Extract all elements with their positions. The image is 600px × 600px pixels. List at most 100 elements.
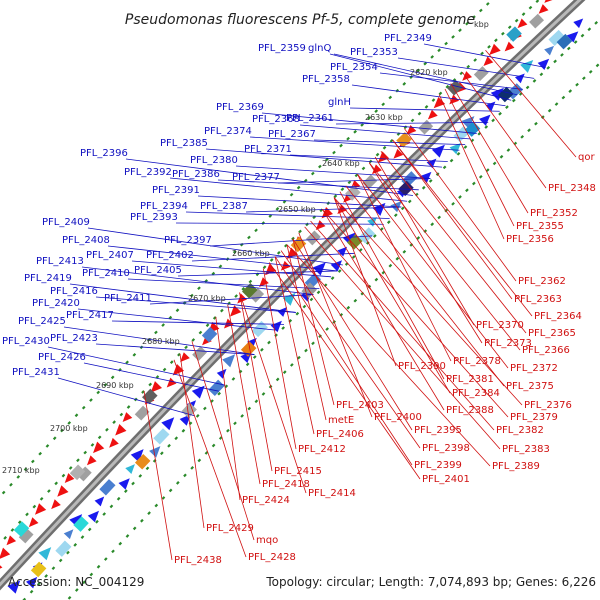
- gene-label[interactable]: PFL_2379: [510, 412, 558, 423]
- gene-label[interactable]: PFL_2382: [496, 425, 544, 436]
- reverse-gene-box: [506, 26, 522, 42]
- gene-label[interactable]: PFL_2381: [446, 374, 494, 385]
- gene-label[interactable]: PFL_2402: [146, 250, 194, 261]
- reverse-gene-box: [305, 230, 321, 246]
- position-tick: [318, 164, 322, 169]
- gene-label[interactable]: PFL_2414: [308, 488, 356, 499]
- gene-label[interactable]: PFL_2438: [174, 555, 222, 566]
- gene-label[interactable]: PFL_2364: [534, 311, 582, 322]
- gene-label[interactable]: PFL_2371: [244, 144, 292, 155]
- gene-label[interactable]: PFL_2358: [302, 74, 350, 85]
- forward-gene-box: [497, 86, 514, 103]
- position-tick: [351, 255, 356, 259]
- position-tick: [430, 55, 435, 59]
- leader-line: [209, 235, 373, 247]
- position-tick: [296, 185, 301, 190]
- gene-label[interactable]: PFL_2365: [528, 328, 576, 339]
- gene-label[interactable]: PFL_2383: [502, 444, 550, 455]
- gene-label[interactable]: PFL_2407: [86, 250, 134, 261]
- gene-label[interactable]: PFL_2398: [422, 443, 470, 454]
- gene-label[interactable]: PFL_2361: [286, 113, 334, 124]
- gene-label[interactable]: PFL_2392: [124, 167, 172, 178]
- gene-label[interactable]: PFL_2387: [200, 201, 248, 212]
- gene-label[interactable]: PFL_2401: [422, 474, 470, 485]
- gene-label[interactable]: qor: [578, 152, 595, 163]
- gene-label[interactable]: PFL_2412: [298, 444, 346, 455]
- gene-label[interactable]: PFL_2418: [262, 479, 310, 490]
- chromosome-backbone: [0, 0, 586, 591]
- gene-label[interactable]: PFL_2396: [80, 148, 128, 159]
- position-tick: [112, 420, 116, 424]
- gene-label[interactable]: PFL_2388: [446, 405, 494, 416]
- gene-label[interactable]: PFL_2408: [62, 235, 110, 246]
- gene-label[interactable]: PFL_2389: [492, 461, 540, 472]
- reverse-gene-arrow: [264, 263, 277, 276]
- gene-label[interactable]: PFL_2416: [50, 286, 98, 297]
- gene-label[interactable]: PFL_2378: [453, 356, 501, 367]
- gene-label[interactable]: PFL_2397: [164, 235, 212, 246]
- gene-label[interactable]: PFL_2405: [134, 265, 182, 276]
- gene-label[interactable]: PFL_2386: [172, 169, 220, 180]
- gene-label[interactable]: glnQ: [308, 43, 331, 54]
- gene-label[interactable]: PFL_2348: [548, 183, 596, 194]
- gene-label[interactable]: PFL_2391: [152, 185, 200, 196]
- gene-label[interactable]: PFL_2370: [476, 320, 524, 331]
- gene-label[interactable]: metE: [328, 415, 354, 426]
- gene-label[interactable]: PFL_2385: [160, 138, 208, 149]
- gene-label[interactable]: PFL_2406: [316, 429, 364, 440]
- gene-label[interactable]: mqo: [256, 535, 278, 546]
- gene-label[interactable]: PFL_2410: [82, 268, 130, 279]
- gene-label[interactable]: PFL_2415: [274, 466, 322, 477]
- position-tick: [473, 58, 478, 62]
- gene-label[interactable]: PFL_2390: [398, 361, 446, 372]
- gene-label[interactable]: PFL_2373: [484, 338, 532, 349]
- gene-label[interactable]: PFL_2352: [530, 208, 578, 219]
- gene-label[interactable]: PFL_2431: [12, 367, 60, 378]
- gene-label[interactable]: PFL_2349: [384, 33, 432, 44]
- gene-label[interactable]: PFL_2429: [206, 523, 254, 534]
- gene-label[interactable]: PFL_2372: [510, 363, 558, 374]
- gene-label[interactable]: PFL_2393: [130, 212, 178, 223]
- gene-label[interactable]: PFL_2419: [24, 273, 72, 284]
- gene-label[interactable]: PFL_2363: [514, 294, 562, 305]
- gene-label[interactable]: PFL_2362: [518, 276, 566, 287]
- gene-label[interactable]: PFL_2411: [104, 293, 152, 304]
- gene-label[interactable]: PFL_2376: [524, 400, 572, 411]
- gene-label[interactable]: PFL_2430: [2, 336, 50, 347]
- gene-label[interactable]: PFL_2375: [506, 381, 554, 392]
- gene-label[interactable]: PFL_2380: [190, 155, 238, 166]
- leader-line: [111, 320, 284, 325]
- gene-label[interactable]: PFL_2426: [38, 352, 86, 363]
- position-tick: [395, 256, 400, 261]
- gene-label[interactable]: PFL_2403: [336, 400, 384, 411]
- gene-label[interactable]: PFL_2353: [350, 47, 398, 58]
- gene-label[interactable]: PFL_2369: [216, 102, 264, 113]
- gene-label[interactable]: PFL_2367: [268, 129, 316, 140]
- gene-label[interactable]: PFL_2423: [50, 333, 98, 344]
- gene-label[interactable]: PFL_2424: [242, 495, 290, 506]
- gene-label[interactable]: PFL_2374: [204, 126, 252, 137]
- gene-label[interactable]: PFL_2368: [252, 114, 300, 125]
- position-tick: [381, 102, 386, 107]
- gene-label[interactable]: PFL_2400: [374, 412, 422, 423]
- gene-label[interactable]: PFL_2428: [248, 552, 296, 563]
- position-tick: [138, 474, 143, 478]
- gene-label[interactable]: PFL_2425: [18, 316, 66, 327]
- gene-label[interactable]: PFL_2377: [232, 172, 280, 183]
- gene-label[interactable]: PFL_2399: [414, 460, 462, 471]
- gene-label[interactable]: PFL_2354: [330, 62, 378, 73]
- gene-label[interactable]: PFL_2355: [516, 221, 564, 232]
- gene-label[interactable]: PFL_2420: [32, 298, 80, 309]
- position-tick: [248, 279, 253, 284]
- gene-label[interactable]: PFL_2356: [506, 234, 554, 245]
- gene-label[interactable]: glnH: [328, 97, 351, 108]
- gene-label[interactable]: PFL_2409: [42, 217, 90, 228]
- gene-label[interactable]: PFL_2394: [140, 201, 188, 212]
- gene-label[interactable]: PFL_2413: [36, 256, 84, 267]
- gene-label[interactable]: PFL_2395: [414, 425, 462, 436]
- leader-line: [277, 178, 431, 184]
- gene-label[interactable]: PFL_2359: [258, 43, 306, 54]
- gene-label[interactable]: PFL_2417: [66, 310, 114, 321]
- gene-label[interactable]: PFL_2366: [522, 345, 570, 356]
- gene-label[interactable]: PFL_2384: [452, 388, 500, 399]
